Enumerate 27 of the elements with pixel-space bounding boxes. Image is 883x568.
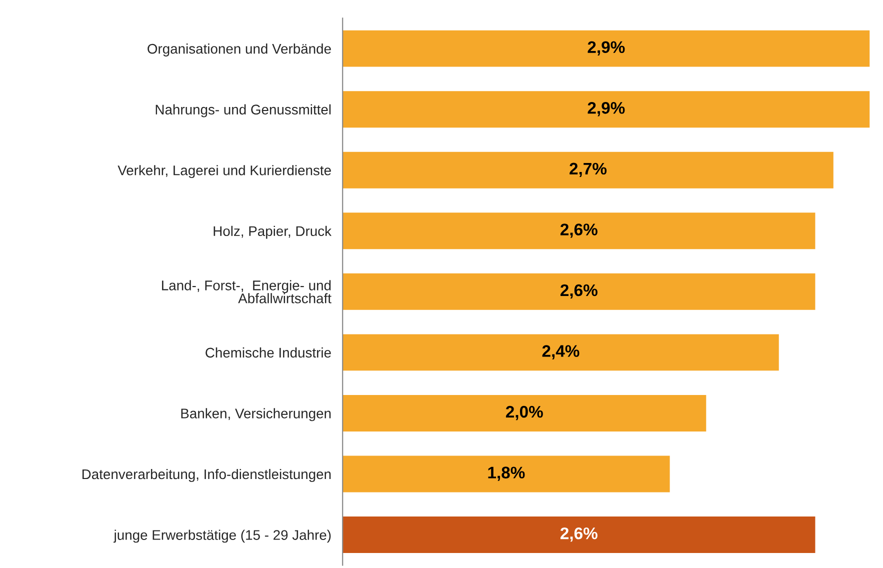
- bar: [342, 212, 816, 250]
- y-tick-label: Nahrungs- und Genussmittel: [156, 104, 331, 118]
- y-tick-label: Land-, Forst-, Energie- und Abfallwirtschaft: [162, 280, 332, 304]
- data-label: 2,7%: [570, 162, 607, 178]
- y-tick-label: Chemische Industrie: [206, 347, 331, 358]
- bar: [342, 30, 870, 67]
- y-tick-label: Organisationen und Verbände: [148, 44, 331, 56]
- y-tick-label: junge Erwerbstätige (15 - 29 Jahre): [113, 530, 331, 543]
- bar: [342, 516, 816, 554]
- bar: [342, 334, 779, 371]
- bar: [342, 394, 706, 432]
- bar: [342, 456, 670, 492]
- data-label: 2,4%: [542, 345, 580, 360]
- y-tick-label: Verkehr, Lagerei und Kurierdienste: [118, 165, 331, 178]
- bar: [342, 152, 834, 188]
- data-label: 2,6%: [560, 224, 598, 238]
- data-label: 1,8%: [488, 466, 525, 481]
- data-label: 2,9%: [588, 41, 625, 56]
- bar: [342, 273, 816, 310]
- y-tick-label: Holz, Papier, Druck: [214, 226, 332, 239]
- data-label: 2,0%: [506, 406, 543, 420]
- y-tick-label: Banken, Versicherungen: [181, 408, 331, 422]
- bar: [342, 91, 870, 128]
- data-label: 2,9%: [588, 102, 625, 116]
- data-label: 2,6%: [560, 284, 598, 299]
- y-tick-label: Datenverarbeitung, Info-dienstleistungen: [82, 468, 331, 482]
- data-label: 2,6%: [560, 527, 598, 542]
